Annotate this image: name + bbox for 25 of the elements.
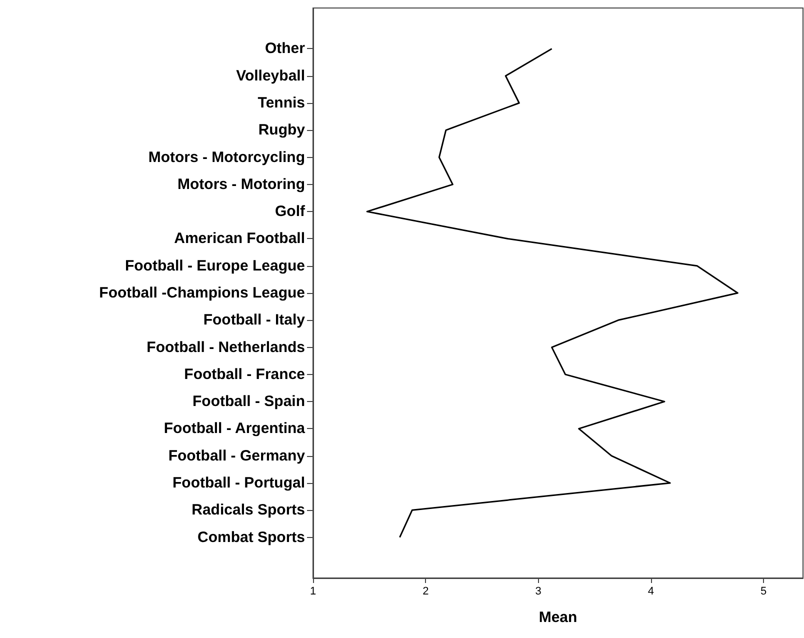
y-tick-label: Football -Champions League bbox=[99, 284, 305, 302]
y-tick-label: Tennis bbox=[258, 94, 305, 112]
x-tick-label: 4 bbox=[648, 586, 654, 598]
y-tick-label: Football - France bbox=[184, 366, 305, 383]
y-tick-label: Football - Germany bbox=[168, 447, 306, 464]
y-tick-label: Volleyball bbox=[236, 67, 305, 84]
x-tick-label: 2 bbox=[422, 586, 429, 598]
y-tick-label: Football - Italy bbox=[203, 312, 306, 329]
y-tick-label: American Football bbox=[174, 230, 305, 248]
y-tick-label: Football - Europe League bbox=[124, 257, 305, 274]
y-tick-label: Football - Netherlands bbox=[146, 338, 305, 356]
y-tick-label: Motors - Motoring bbox=[178, 176, 305, 193]
y-tick-label: Motors - Motorcycling bbox=[148, 148, 305, 166]
x-tick-label: 5 bbox=[760, 586, 767, 598]
y-tick-label: Radicals Sports bbox=[192, 502, 305, 519]
y-tick-label: Golf bbox=[275, 203, 306, 220]
y-tick-label: Football - Spain bbox=[192, 393, 305, 410]
x-axis-title: Mean bbox=[538, 609, 578, 626]
y-tick-label: Football - Argentina bbox=[164, 420, 306, 438]
x-tick-label: 3 bbox=[535, 586, 542, 598]
y-tick-label: Other bbox=[264, 40, 306, 58]
y-tick-label: Football - Portugal bbox=[172, 474, 305, 492]
y-tick-label: Combat Sports bbox=[197, 528, 305, 546]
y-tick-label: Rugby bbox=[258, 122, 306, 139]
x-tick-label: 1 bbox=[310, 586, 316, 598]
